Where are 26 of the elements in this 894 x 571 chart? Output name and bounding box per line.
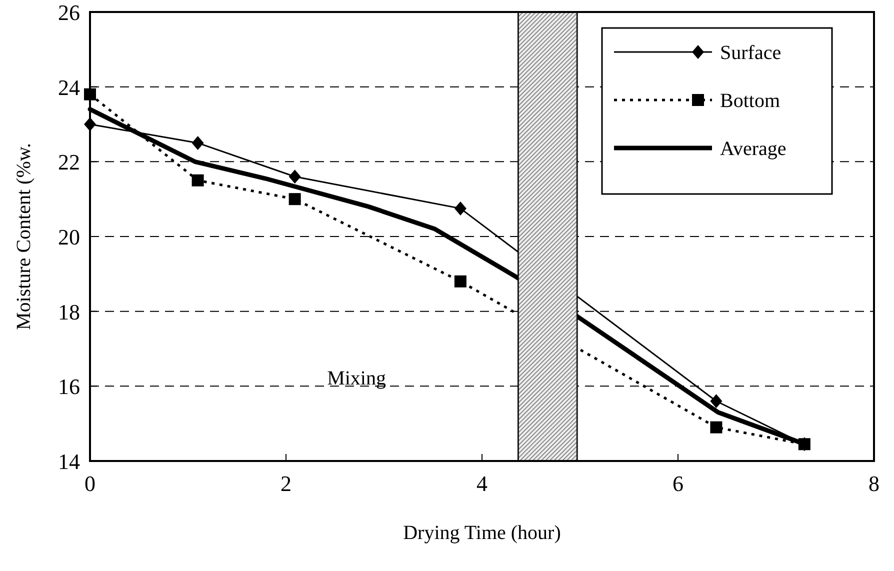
- legend-label: Surface: [720, 42, 782, 64]
- x-tick-label: 4: [476, 471, 488, 496]
- legend-label: Bottom: [720, 90, 780, 112]
- y-tick-label: 24: [58, 74, 80, 100]
- x-tick-label: 2: [280, 471, 292, 496]
- point: [454, 275, 466, 288]
- y-tick-label: 26: [58, 0, 80, 25]
- point: [454, 201, 466, 216]
- x-tick-label: 6: [672, 471, 684, 496]
- y-tick-label: 18: [58, 299, 80, 324]
- point: [288, 193, 301, 206]
- x-axis-title: Drying Time (hour): [403, 522, 561, 544]
- legend-label: Average: [720, 138, 786, 160]
- y-tick-label: 22: [58, 150, 80, 175]
- x-tick-label: 8: [868, 471, 880, 496]
- point: [710, 421, 722, 434]
- x-tick-label: 0: [84, 471, 96, 496]
- point: [710, 394, 722, 408]
- point: [192, 174, 204, 186]
- y-tick-label: 20: [58, 224, 80, 250]
- point: [192, 136, 204, 150]
- y-axis-title: Moisture Content (%w.: [13, 142, 35, 330]
- point: [288, 170, 301, 184]
- y-tick-label: 16: [58, 374, 80, 400]
- y-tick-label: 14: [58, 449, 80, 474]
- annotation: Mixing: [327, 368, 386, 390]
